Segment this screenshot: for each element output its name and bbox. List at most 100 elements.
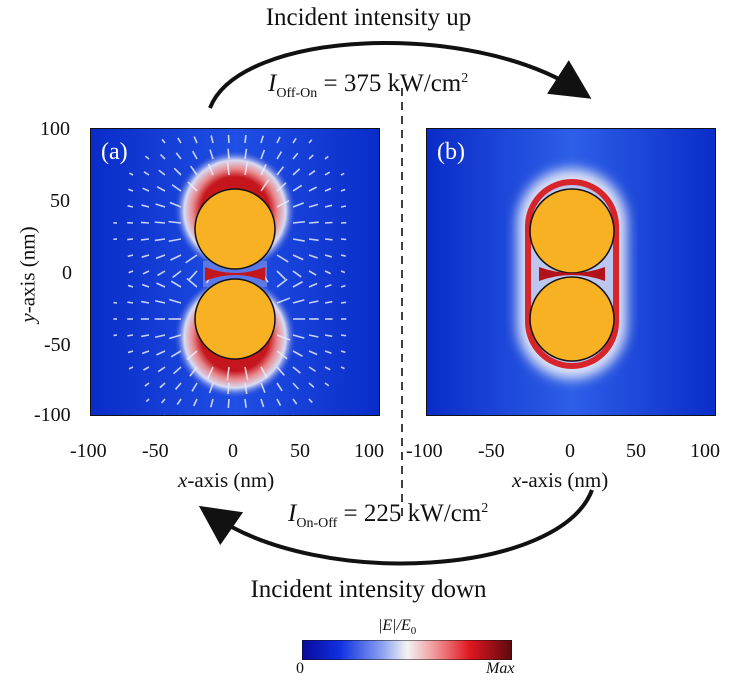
field-arrow — [292, 270, 302, 278]
field-arrow — [260, 382, 266, 394]
field-arrow — [145, 398, 150, 403]
equation-off-on: IOff-On = 375 kW/cm2 — [268, 70, 468, 102]
x-tick-a: 0 — [228, 440, 238, 462]
x-axis-label-b: x-axis (nm) — [512, 468, 609, 492]
field-arrow — [190, 165, 198, 176]
field-arrow — [276, 382, 283, 392]
eq-subscript: On-Off — [296, 516, 338, 531]
field-arrow — [260, 164, 267, 176]
field-arrow — [154, 221, 166, 224]
field-arrow — [308, 300, 319, 304]
field-arrow — [276, 278, 288, 288]
field-arrow — [141, 300, 150, 304]
field-arrow — [173, 167, 182, 176]
field-arrow — [308, 170, 316, 176]
field-arrow — [170, 280, 182, 288]
field-arrow — [244, 398, 247, 408]
field-arrow — [157, 270, 166, 277]
x-tick-b: 0 — [565, 440, 575, 462]
field-arrow — [155, 203, 166, 208]
field-map-panel-a: (a) — [90, 128, 380, 416]
field-arrow — [308, 334, 319, 338]
field-arrow — [142, 270, 150, 275]
field-arrow — [244, 134, 247, 144]
field-arrow — [171, 184, 182, 192]
field-arrow — [174, 382, 182, 390]
field-arrow — [156, 282, 166, 288]
field-arrow — [324, 283, 332, 288]
field-arrow — [276, 270, 286, 280]
field-arrow — [159, 153, 166, 160]
field-arrow — [206, 366, 214, 379]
field-arrow — [292, 152, 299, 160]
field-arrow — [209, 149, 214, 160]
panel-label-a: (a) — [101, 139, 128, 165]
field-arrow — [141, 254, 150, 258]
field-arrow — [292, 350, 303, 357]
field-arrow — [180, 414, 181, 415]
y-tick: -50 — [44, 334, 71, 356]
field-arrow — [141, 283, 150, 288]
eq-exponent: 2 — [481, 501, 489, 516]
field-arrow — [227, 398, 230, 408]
field-arrow — [324, 221, 333, 224]
field-map-panel-b: (b) — [426, 128, 716, 416]
field-arrow — [324, 171, 331, 176]
title-intensity-down: Incident intensity down — [250, 576, 487, 603]
field-arrow — [172, 366, 182, 375]
field-arrow — [140, 238, 150, 241]
field-arrow — [276, 136, 281, 144]
y-tick: 50 — [50, 190, 70, 212]
field-arrow — [308, 382, 315, 388]
eq-symbol: I — [268, 70, 277, 97]
field-arrow — [324, 300, 333, 304]
field-arrow — [158, 169, 166, 176]
field-arrow — [186, 350, 198, 361]
particle-bottom — [194, 278, 276, 360]
field-arrow — [292, 281, 303, 288]
panel-label-b: (b) — [437, 139, 465, 165]
gap-hotspot — [539, 267, 605, 281]
field-arrow — [154, 299, 166, 304]
eq-rhs: = 375 kW/cm — [323, 70, 462, 97]
field-arrow — [260, 135, 264, 144]
field-arrow — [127, 254, 134, 258]
x-tick-b: -100 — [406, 440, 443, 462]
field-arrow — [260, 398, 265, 408]
particle-top — [194, 188, 276, 270]
field-arrow — [276, 297, 291, 304]
field-arrow — [144, 155, 150, 160]
field-arrow — [340, 301, 347, 304]
field-arrow — [308, 270, 317, 276]
x-tick-a: 100 — [354, 440, 384, 462]
x-tick-b: 50 — [626, 440, 646, 462]
field-arrow — [141, 204, 150, 208]
field-arrow — [340, 254, 346, 257]
field-arrow — [324, 270, 332, 275]
field-arrow — [193, 136, 198, 144]
field-arrow — [168, 220, 182, 224]
field-arrow — [185, 254, 198, 264]
field-arrow — [226, 162, 230, 176]
field-arrow — [324, 254, 332, 258]
field-arrow — [293, 414, 294, 415]
field-arrow — [292, 238, 305, 242]
field-arrow — [127, 301, 134, 304]
field-arrow — [324, 350, 332, 355]
field-arrow — [276, 151, 283, 160]
field-arrow — [128, 270, 134, 274]
field-arrow — [261, 414, 262, 415]
field-arrow — [260, 366, 268, 379]
field-arrow — [324, 187, 332, 192]
field-arrow — [244, 366, 249, 381]
particle-top — [529, 188, 615, 274]
field-arrow — [170, 350, 182, 358]
field-arrow — [212, 414, 213, 415]
colorbar — [302, 640, 512, 660]
field-arrow — [340, 172, 345, 176]
field-arrow — [340, 188, 346, 192]
field-arrow — [292, 220, 306, 224]
field-arrow — [340, 366, 345, 370]
field-arrow — [186, 277, 198, 288]
